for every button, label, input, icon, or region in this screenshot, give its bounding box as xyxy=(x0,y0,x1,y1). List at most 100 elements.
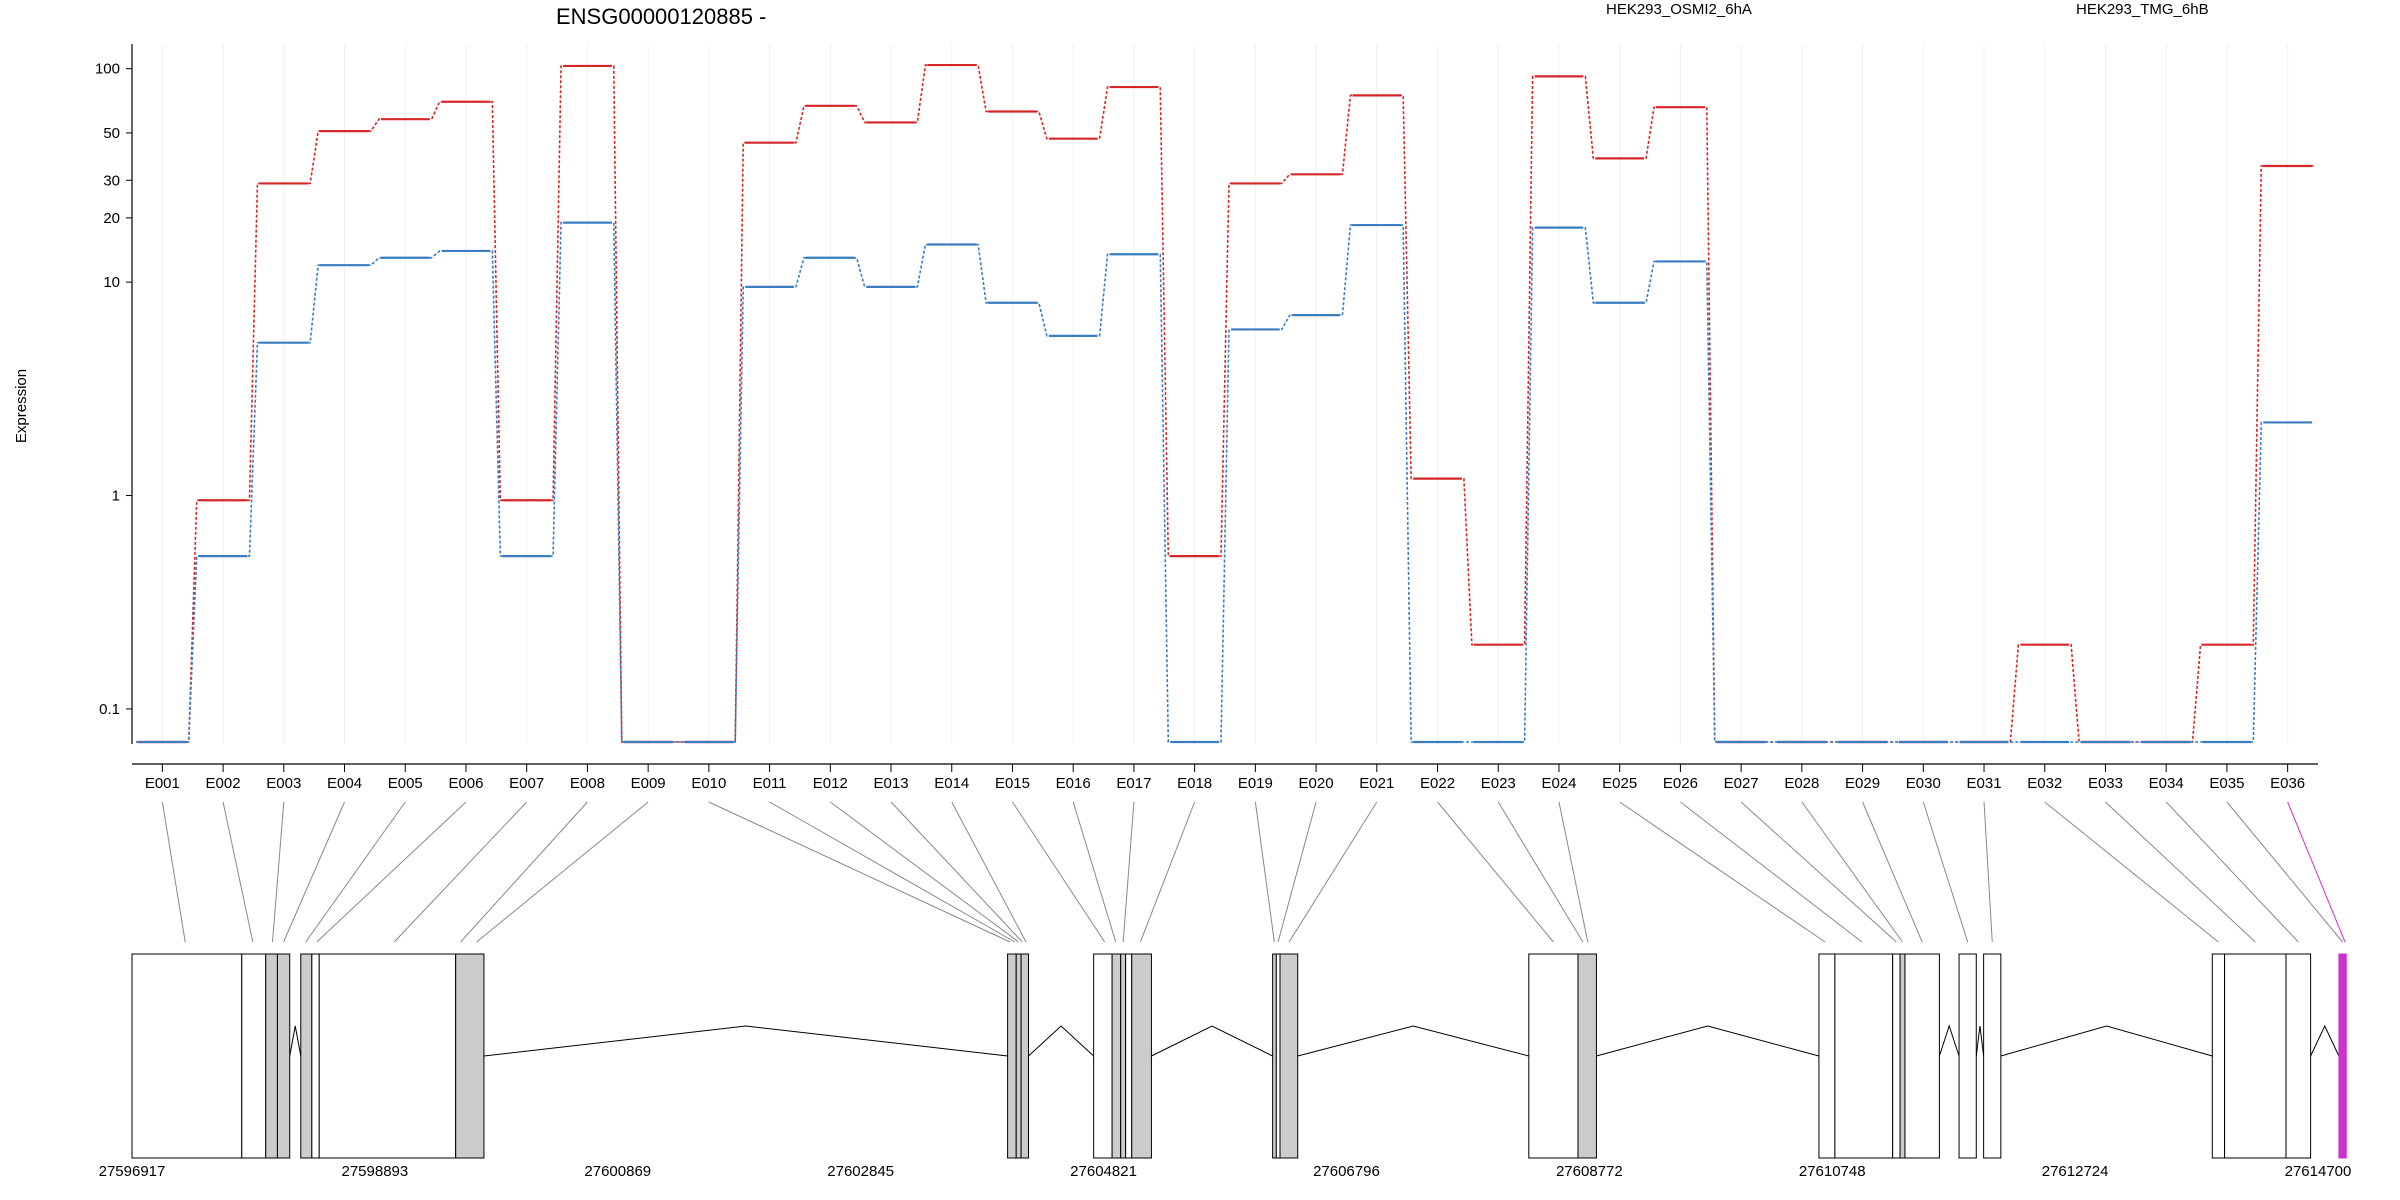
exon-7 xyxy=(318,953,457,1159)
intron-28 xyxy=(2000,1025,2213,1057)
connector-E001 xyxy=(161,801,186,943)
y-tick-label-50: 50 xyxy=(103,125,120,142)
gene-model xyxy=(131,953,2347,1159)
x-tick-label-E025: E025 xyxy=(1602,775,1637,792)
x-tick-label-E019: E019 xyxy=(1238,775,1273,792)
y-tick-label-100: 100 xyxy=(95,61,120,78)
connector-E008 xyxy=(460,801,588,943)
exon-13 xyxy=(1111,953,1122,1159)
exon-15 xyxy=(1125,953,1133,1159)
x-tick-label-E012: E012 xyxy=(813,775,848,792)
exon-31 xyxy=(2285,953,2312,1159)
connector-E033 xyxy=(2105,801,2256,943)
intron-19 xyxy=(1297,1025,1529,1057)
x-tick-label-E002: E002 xyxy=(206,775,241,792)
connector-E035 xyxy=(2226,801,2343,943)
x-tick-label-E015: E015 xyxy=(995,775,1030,792)
intron-26 xyxy=(1938,1024,1960,1057)
connector-E015 xyxy=(1012,801,1106,943)
exon-19 xyxy=(1279,953,1299,1159)
x-tick-label-E020: E020 xyxy=(1299,775,1334,792)
legend-entry-tmg: HEK293_TMG_6hB xyxy=(2076,1,2209,18)
connector-E021 xyxy=(1288,801,1378,943)
connector-E027 xyxy=(1740,801,1897,943)
x-tick-label-E008: E008 xyxy=(570,775,605,792)
connector-E025 xyxy=(1619,801,1826,943)
x-tick-label-E021: E021 xyxy=(1359,775,1394,792)
exon-22 xyxy=(1818,953,1836,1159)
genomic-tick-label-27600869: 27600869 xyxy=(584,1163,651,1180)
exon-26 xyxy=(1904,953,1940,1159)
legend-entry-osmi2: HEK293_OSMI2_6hA xyxy=(1606,1,1752,18)
connector-E017 xyxy=(1122,801,1135,943)
connector-E022 xyxy=(1437,801,1554,943)
genomic-coordinate-axis: 27596917 27598893 27600869 27602845 27604821… xyxy=(99,1163,2352,1180)
x-tick-label-E027: E027 xyxy=(1724,775,1759,792)
exon-25 xyxy=(1899,953,1906,1159)
x-tick-label-E030: E030 xyxy=(1906,775,1941,792)
exon-28 xyxy=(1983,953,2002,1159)
exon-2 xyxy=(241,953,267,1159)
exon-16 xyxy=(1131,953,1152,1159)
connector-E010 xyxy=(708,801,1011,943)
x-tick-label-E023: E023 xyxy=(1481,775,1516,792)
x-axis: E001 E002 E003 E004 E005 E006 E007 E008 E009 E010… xyxy=(132,763,2318,792)
intron-31 xyxy=(2310,1024,2340,1057)
exon-30 xyxy=(2224,953,2287,1159)
exon-3 xyxy=(265,953,278,1159)
series-line-HEK293_OSMI2_6hA xyxy=(136,64,2314,743)
intron-8 xyxy=(483,1025,1008,1057)
series-line-HEK293_TMG_6hB xyxy=(136,221,2314,743)
x-tick-label-E010: E010 xyxy=(691,775,726,792)
y-tick-label-0.1: 0.1 xyxy=(99,701,120,718)
exon-18 xyxy=(1275,953,1281,1159)
connector-E031 xyxy=(1983,801,1993,943)
intron-4 xyxy=(289,1025,302,1057)
connector-E020 xyxy=(1277,801,1317,943)
genomic-tick-label-27604821: 27604821 xyxy=(1070,1163,1137,1180)
exon-21 xyxy=(1577,953,1597,1159)
series-HEK293_TMG_6hB xyxy=(136,221,2314,744)
connector-E024 xyxy=(1558,801,1589,943)
series-HEK293_OSMI2_6hA xyxy=(136,63,2314,744)
x-tick-label-E006: E006 xyxy=(448,775,483,792)
connector-E019 xyxy=(1254,801,1275,943)
connector-E014 xyxy=(951,801,1027,943)
x-tick-label-E022: E022 xyxy=(1420,775,1455,792)
y-axis: 0.1 1 10 20 30 50 100 xyxy=(95,44,133,744)
connector-E026 xyxy=(1680,801,1863,943)
x-tick-label-E009: E009 xyxy=(631,775,666,792)
y-axis-label: Expression xyxy=(13,369,30,443)
genomic-tick-label-27612724: 27612724 xyxy=(2042,1163,2109,1180)
genomic-tick-label-27614700: 27614700 xyxy=(2285,1163,2352,1180)
intron-11 xyxy=(1028,1025,1094,1057)
genomic-tick-label-27608772: 27608772 xyxy=(1556,1163,1623,1180)
exon-23 xyxy=(1834,953,1894,1159)
x-tick-label-E033: E033 xyxy=(2088,775,2123,792)
connector-E003 xyxy=(272,801,285,943)
x-tick-label-E024: E024 xyxy=(1541,775,1576,792)
intron-27 xyxy=(1975,1025,1985,1057)
exon-5 xyxy=(300,953,313,1159)
exon-29 xyxy=(2211,953,2226,1159)
bin-to-exon-connectors xyxy=(161,801,2346,943)
connector-E034 xyxy=(2165,801,2299,943)
y-tick-label-1: 1 xyxy=(112,488,120,505)
connector-E013 xyxy=(890,801,1023,943)
x-tick-label-E016: E016 xyxy=(1056,775,1091,792)
connector-E006 xyxy=(316,801,467,943)
x-tick-label-E017: E017 xyxy=(1116,775,1151,792)
connector-E012 xyxy=(830,801,1019,943)
x-tick-label-E018: E018 xyxy=(1177,775,1212,792)
exon-1 xyxy=(131,953,243,1159)
grid-lines xyxy=(161,44,2289,744)
connector-E002 xyxy=(222,801,254,943)
genomic-tick-label-27610748: 27610748 xyxy=(1799,1163,1866,1180)
connector-E023 xyxy=(1497,801,1584,943)
exon-10 xyxy=(1015,953,1022,1159)
x-tick-label-E007: E007 xyxy=(509,775,544,792)
x-tick-label-E028: E028 xyxy=(1784,775,1819,792)
exon-6 xyxy=(311,953,320,1159)
connector-E005 xyxy=(305,801,406,943)
